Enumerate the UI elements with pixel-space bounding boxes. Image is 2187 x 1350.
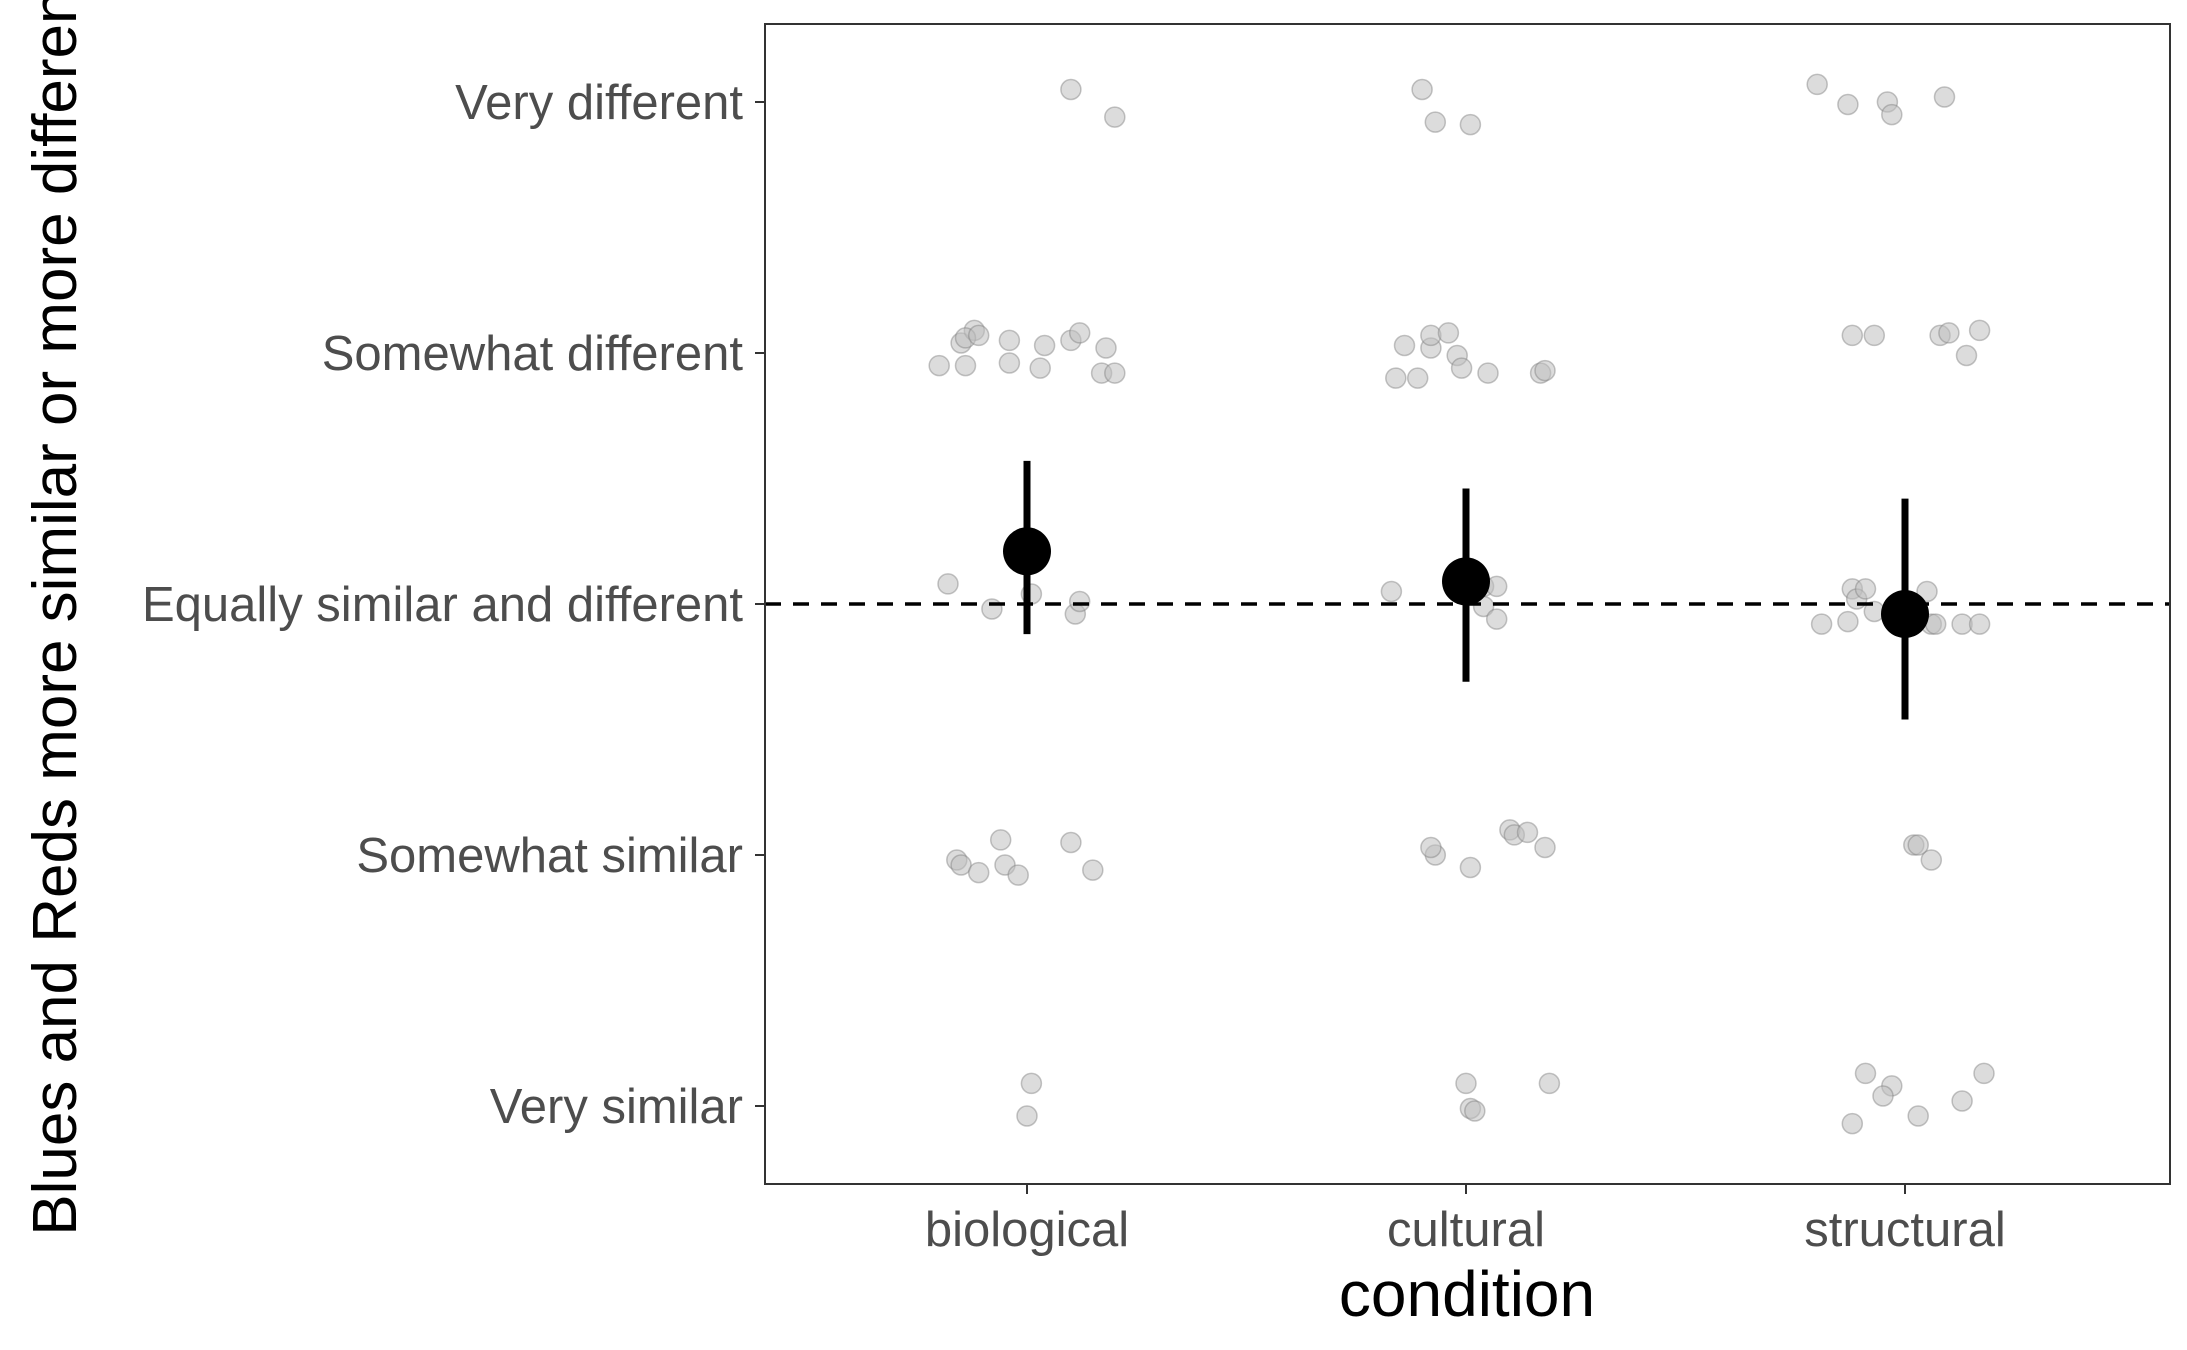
y-tick-label: Very different (455, 76, 743, 130)
raw-point-biological (1104, 362, 1126, 384)
raw-point-cultural (1411, 78, 1433, 101)
mean-point-cultural (1442, 557, 1490, 606)
raw-point-cultural (1380, 580, 1403, 603)
raw-point-structural (1841, 324, 1864, 347)
y-tick-label: Equally similar and different (142, 578, 743, 632)
raw-point-biological (950, 854, 972, 876)
raw-point-biological (937, 573, 959, 595)
raw-point-biological (1033, 334, 1056, 357)
raw-point-structural (1854, 1062, 1877, 1085)
raw-point-biological (1016, 1105, 1038, 1127)
x-axis: biological cultural structural (925, 1184, 2006, 1257)
raw-point-biological (1029, 357, 1051, 379)
raw-point-cultural (1485, 608, 1508, 630)
raw-point-structural (1933, 86, 1956, 108)
x-tick-label: structural (1804, 1203, 2006, 1257)
mean-point-structural (1881, 590, 1929, 638)
raw-point-biological (1007, 864, 1029, 886)
raw-point-structural (1881, 103, 1903, 126)
raw-point-structural (1907, 834, 1929, 856)
raw-point-structural (1854, 578, 1877, 600)
x-axis-title: condition (1339, 1258, 1595, 1330)
raw-point-biological (1104, 106, 1126, 128)
raw-point-cultural (1424, 111, 1447, 133)
raw-point-cultural (1437, 322, 1460, 344)
raw-point-structural (1863, 324, 1886, 347)
raw-point-biological (998, 352, 1021, 374)
raw-point-cultural (1516, 821, 1539, 844)
raw-point-structural (1837, 610, 1859, 633)
raw-point-structural (1968, 319, 1991, 342)
raw-point-cultural (1385, 367, 1407, 389)
raw-point-cultural (1464, 1100, 1486, 1122)
raw-point-cultural (1459, 856, 1482, 879)
raw-point-structural (1938, 322, 1960, 344)
raw-point-biological (981, 598, 1003, 620)
raw-point-structural (1955, 344, 1978, 367)
raw-point-structural (1907, 1105, 1929, 1127)
raw-point-cultural (1406, 367, 1429, 389)
raw-point-biological (1068, 322, 1091, 344)
raw-point-biological (1060, 78, 1082, 101)
raw-point-cultural (1393, 334, 1416, 357)
raw-point-structural (1973, 1062, 1995, 1085)
y-axis: Very similar Somewhat similar Equally simi… (142, 76, 765, 1134)
raw-point-biological (967, 324, 990, 347)
raw-point-biological (1082, 859, 1104, 881)
raw-point-biological (998, 329, 1021, 352)
x-tick-label: biological (925, 1203, 1129, 1257)
raw-point-structural (1920, 849, 1943, 871)
raw-point-biological (967, 861, 990, 884)
raw-point-cultural (1420, 324, 1442, 347)
raw-point-cultural (1459, 113, 1482, 136)
raw-point-structural (1841, 1112, 1864, 1135)
raw-point-biological (989, 829, 1012, 851)
raw-points-layer (928, 73, 1995, 1135)
summary-layer (1003, 460, 1929, 720)
raw-point-biological (1095, 337, 1117, 359)
raw-point-structural (1968, 613, 1991, 635)
raw-point-structural (1810, 613, 1833, 635)
x-tick-label: cultural (1387, 1203, 1545, 1257)
y-axis-title: Blues and Reds more similar or more diff… (21, 0, 90, 1236)
raw-point-structural (1872, 1085, 1894, 1107)
y-tick-label: Somewhat different (322, 327, 744, 381)
raw-point-structural (1951, 1090, 1973, 1112)
raw-point-cultural (1534, 836, 1556, 859)
raw-point-cultural (1450, 357, 1473, 379)
y-tick-label: Somewhat similar (356, 829, 743, 883)
mean-point-biological (1003, 527, 1051, 576)
raw-point-biological (1060, 831, 1082, 854)
raw-point-cultural (1538, 1072, 1561, 1095)
raw-point-structural (1806, 73, 1828, 96)
raw-point-biological (1020, 1072, 1043, 1095)
raw-point-biological (928, 354, 950, 377)
raw-point-biological (954, 354, 977, 377)
y-tick-label: Very similar (490, 1080, 743, 1134)
raw-point-structural (1837, 93, 1859, 116)
raw-point-biological (1068, 590, 1091, 613)
raw-point-structural (1916, 580, 1938, 603)
raw-point-cultural (1477, 362, 1499, 384)
raw-point-cultural (1420, 836, 1442, 859)
raw-point-cultural (1455, 1072, 1477, 1095)
raw-point-cultural (1534, 359, 1556, 382)
